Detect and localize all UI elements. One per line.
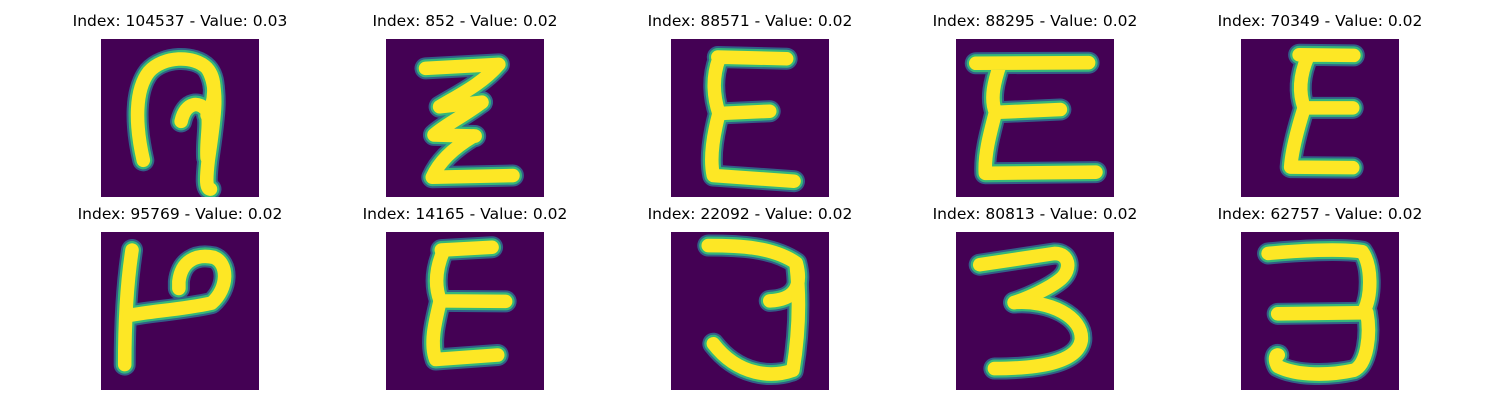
panel-title: Index: 88295 - Value: 0.02 <box>893 11 1177 31</box>
digit-image <box>1241 232 1399 390</box>
digit-stroke <box>125 250 132 365</box>
digit-image <box>671 39 829 197</box>
panel-title: Index: 104537 - Value: 0.03 <box>38 11 322 31</box>
digit-panel: Index: 14165 - Value: 0.02 <box>323 204 607 390</box>
panel-title: Index: 852 - Value: 0.02 <box>323 11 607 31</box>
digit-panel: Index: 852 - Value: 0.02 <box>323 11 607 197</box>
digit-panel: Index: 95769 - Value: 0.02 <box>38 204 322 390</box>
digit-image <box>386 39 544 197</box>
digit-panel: Index: 22092 - Value: 0.02 <box>608 204 892 390</box>
panel-title: Index: 88571 - Value: 0.02 <box>608 11 892 31</box>
digit-panel: Index: 80813 - Value: 0.02 <box>893 204 1177 390</box>
panel-title: Index: 70349 - Value: 0.02 <box>1178 11 1462 31</box>
digit-image <box>386 232 544 390</box>
digit-image <box>956 232 1114 390</box>
digit-image <box>101 232 259 390</box>
digit-panel: Index: 70349 - Value: 0.02 <box>1178 11 1462 197</box>
digit-panel: Index: 62757 - Value: 0.02 <box>1178 204 1462 390</box>
digit-image <box>101 39 259 197</box>
digit-image <box>956 39 1114 197</box>
digit-image <box>1241 39 1399 197</box>
digit-panel: Index: 88295 - Value: 0.02 <box>893 11 1177 197</box>
panel-title: Index: 14165 - Value: 0.02 <box>323 204 607 224</box>
panel-title: Index: 95769 - Value: 0.02 <box>38 204 322 224</box>
panel-title: Index: 62757 - Value: 0.02 <box>1178 204 1462 224</box>
digit-panel: Index: 104537 - Value: 0.03 <box>38 11 322 197</box>
digit-image <box>671 232 829 390</box>
panel-title: Index: 22092 - Value: 0.02 <box>608 204 892 224</box>
panel-title: Index: 80813 - Value: 0.02 <box>893 204 1177 224</box>
digit-panel: Index: 88571 - Value: 0.02 <box>608 11 892 197</box>
